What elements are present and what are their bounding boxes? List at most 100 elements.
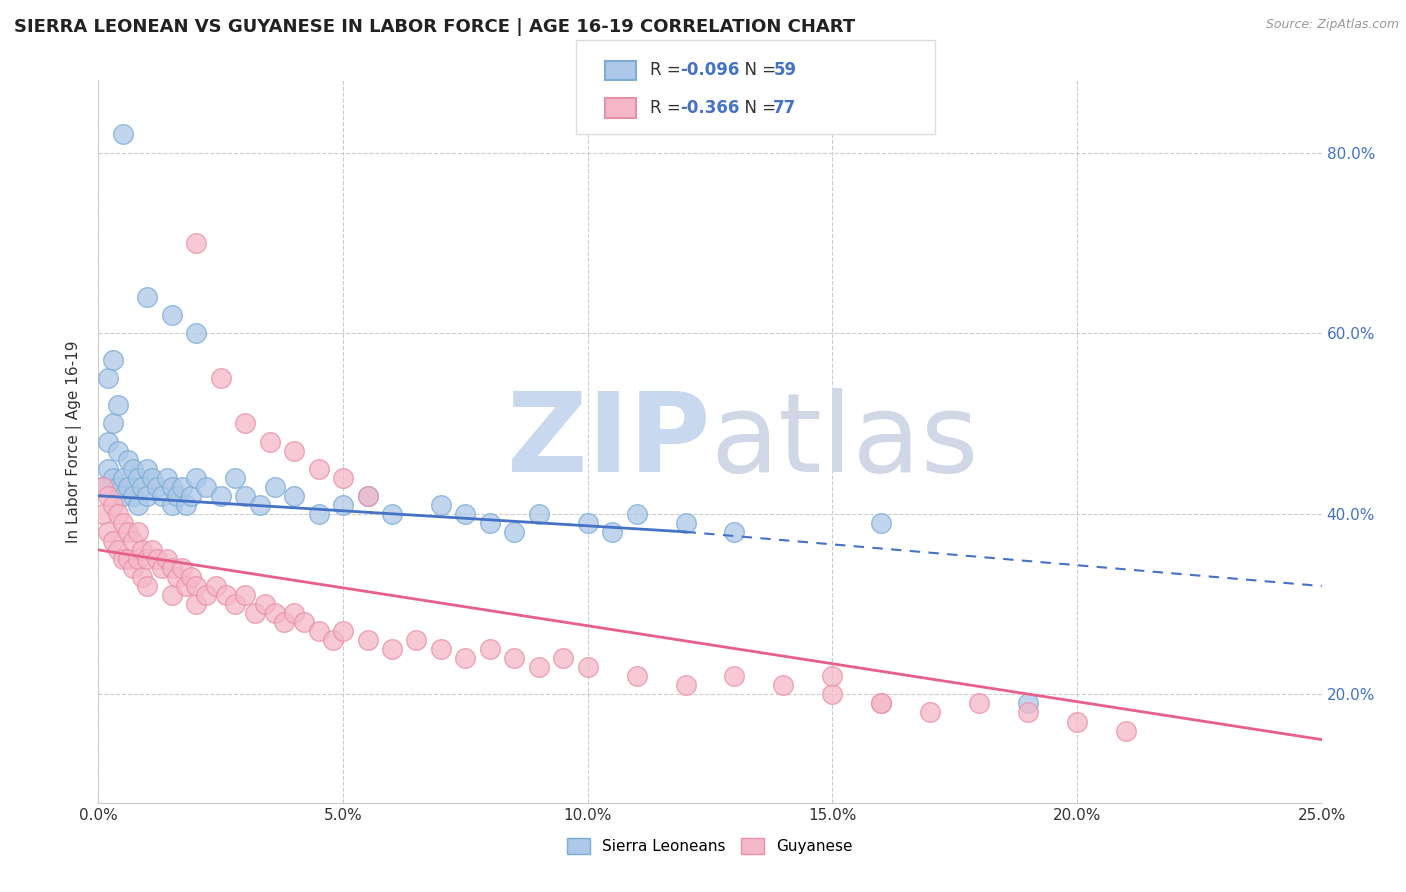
Point — [967, 697, 990, 711]
Point — [97, 489, 120, 503]
Text: -0.366: -0.366 — [681, 99, 740, 117]
Point — [170, 561, 193, 575]
Point — [101, 498, 124, 512]
Point — [131, 570, 153, 584]
Point — [195, 480, 218, 494]
Point — [1017, 706, 1039, 720]
Point — [127, 471, 149, 485]
Point — [107, 480, 129, 494]
Point — [136, 290, 159, 304]
Point — [332, 624, 354, 639]
Point — [117, 552, 139, 566]
Point — [576, 660, 599, 674]
Point — [870, 697, 893, 711]
Point — [160, 561, 183, 575]
Point — [101, 417, 124, 431]
Point — [600, 524, 623, 539]
Point — [233, 588, 256, 602]
Point — [626, 669, 648, 683]
Point — [160, 498, 183, 512]
Text: R =: R = — [650, 62, 686, 79]
Point — [186, 579, 208, 593]
Point — [322, 633, 344, 648]
Point — [292, 615, 315, 630]
Point — [176, 498, 198, 512]
Point — [127, 498, 149, 512]
Point — [156, 552, 179, 566]
Point — [107, 542, 129, 557]
Point — [253, 597, 276, 611]
Point — [214, 588, 236, 602]
Point — [233, 489, 256, 503]
Point — [170, 480, 193, 494]
Text: 59: 59 — [773, 62, 796, 79]
Point — [870, 516, 893, 530]
Point — [263, 606, 285, 620]
Point — [186, 326, 208, 341]
Point — [626, 507, 648, 521]
Point — [283, 606, 305, 620]
Point — [160, 308, 183, 322]
Point — [111, 471, 134, 485]
Point — [870, 697, 893, 711]
Point — [91, 507, 114, 521]
Point — [91, 480, 114, 494]
Text: R =: R = — [650, 99, 686, 117]
Point — [723, 669, 745, 683]
Point — [136, 579, 159, 593]
Point — [527, 507, 550, 521]
Point — [553, 651, 575, 665]
Point — [381, 642, 404, 657]
Point — [249, 498, 271, 512]
Point — [111, 128, 134, 142]
Point — [356, 489, 378, 503]
Point — [166, 489, 188, 503]
Point — [146, 480, 169, 494]
Point — [723, 524, 745, 539]
Point — [772, 678, 794, 692]
Point — [1017, 697, 1039, 711]
Point — [156, 471, 179, 485]
Point — [430, 642, 453, 657]
Point — [675, 678, 697, 692]
Point — [117, 480, 139, 494]
Point — [146, 552, 169, 566]
Point — [308, 461, 330, 475]
Point — [160, 588, 183, 602]
Point — [186, 471, 208, 485]
Point — [205, 579, 228, 593]
Point — [356, 633, 378, 648]
Text: -0.096: -0.096 — [681, 62, 740, 79]
Point — [101, 471, 124, 485]
Point — [111, 516, 134, 530]
Point — [131, 542, 153, 557]
Point — [176, 579, 198, 593]
Point — [576, 516, 599, 530]
Point — [127, 552, 149, 566]
Point — [141, 542, 163, 557]
Point — [131, 480, 153, 494]
Point — [259, 434, 281, 449]
Point — [136, 552, 159, 566]
Point — [478, 642, 501, 657]
Point — [136, 489, 159, 503]
Point — [127, 524, 149, 539]
Point — [356, 489, 378, 503]
Point — [186, 597, 208, 611]
Point — [454, 651, 477, 665]
Point — [675, 516, 697, 530]
Text: SIERRA LEONEAN VS GUYANESE IN LABOR FORCE | AGE 16-19 CORRELATION CHART: SIERRA LEONEAN VS GUYANESE IN LABOR FORC… — [14, 18, 855, 36]
Point — [136, 461, 159, 475]
Text: 77: 77 — [773, 99, 797, 117]
Text: N =: N = — [734, 99, 782, 117]
Point — [503, 524, 526, 539]
Point — [180, 570, 202, 584]
Point — [117, 524, 139, 539]
Point — [121, 533, 143, 548]
Point — [273, 615, 295, 630]
Text: ZIP: ZIP — [506, 388, 710, 495]
Point — [478, 516, 501, 530]
Point — [97, 461, 120, 475]
Point — [283, 443, 305, 458]
Legend: Sierra Leoneans, Guyanese: Sierra Leoneans, Guyanese — [561, 832, 859, 860]
